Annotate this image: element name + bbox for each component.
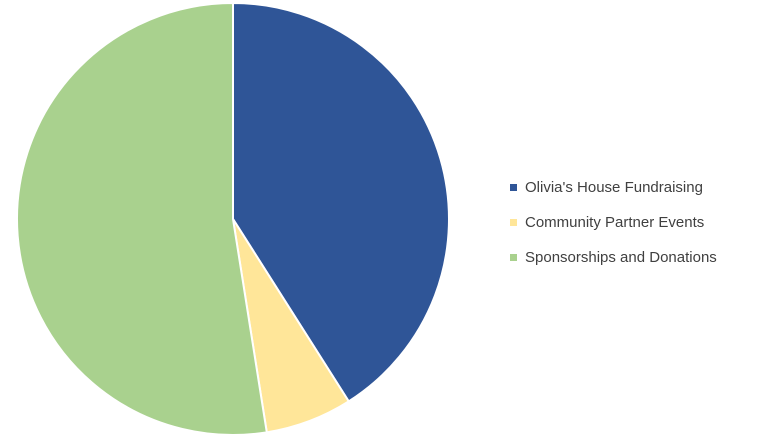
pie-plot-area — [15, 2, 450, 436]
legend-label-olivias-house-fundraising: Olivia's House Fundraising — [525, 179, 703, 196]
legend: Olivia's House Fundraising Community Par… — [510, 170, 755, 275]
legend-swatch-sponsorships-and-donations — [510, 254, 517, 261]
pie-slice-sponsorships-and-donations — [15, 2, 268, 436]
legend-swatch-olivias-house-fundraising — [510, 184, 517, 191]
legend-swatch-community-partner-events — [510, 219, 517, 226]
legend-item-sponsorships-and-donations: Sponsorships and Donations — [510, 240, 755, 275]
pie-slices — [15, 2, 450, 436]
legend-item-olivias-house-fundraising: Olivia's House Fundraising — [510, 170, 755, 205]
pie-slice-olivia-s-house-fundraising — [232, 2, 450, 403]
legend-label-community-partner-events: Community Partner Events — [525, 214, 705, 231]
legend-item-community-partner-events: Community Partner Events — [510, 205, 755, 240]
legend-label-sponsorships-and-donations: Sponsorships and Donations — [525, 249, 717, 266]
